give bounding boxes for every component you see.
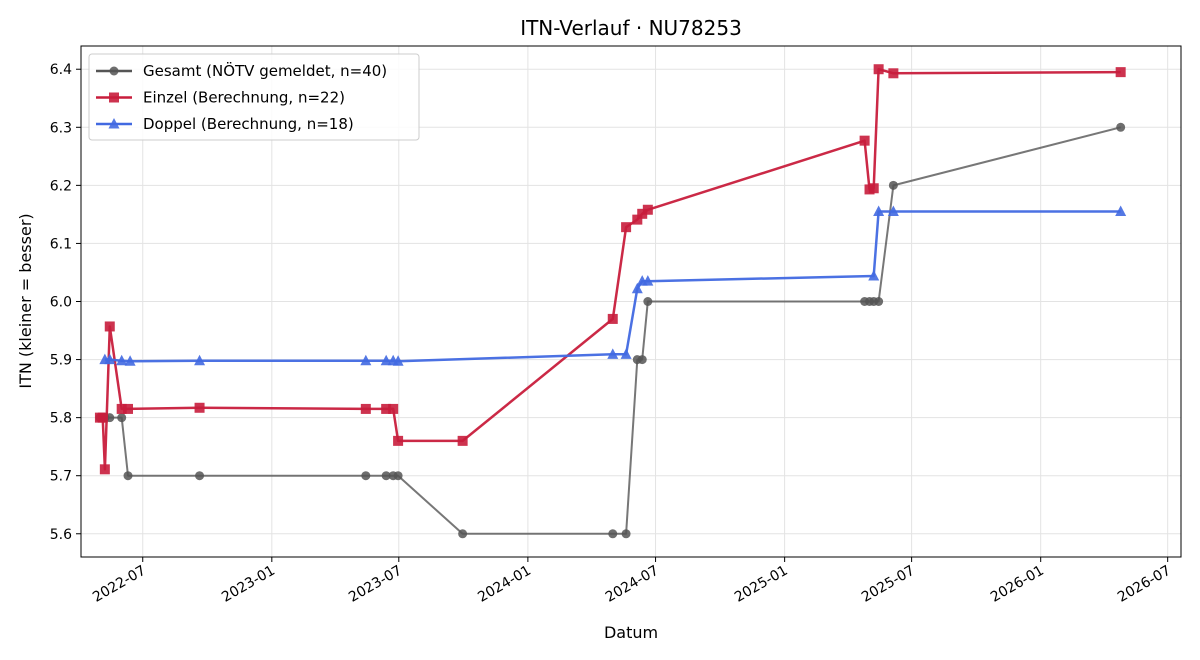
data-point: [360, 403, 371, 414]
data-point: [124, 355, 136, 366]
x-tick-label: 2026-07: [1115, 563, 1174, 606]
data-point: [620, 348, 632, 359]
data-point: [888, 180, 898, 190]
data-point: [104, 353, 116, 365]
data-point: [631, 282, 643, 294]
data-point: [873, 64, 884, 75]
data-point: [99, 464, 110, 475]
data-point: [608, 529, 618, 539]
data-point: [393, 471, 403, 481]
x-tick-label: 2023-07: [346, 563, 405, 606]
data-point: [859, 135, 870, 146]
data-point: [887, 205, 899, 216]
y-tick-label: 5.9: [50, 353, 72, 369]
y-tick-label: 6.0: [50, 295, 72, 311]
data-point: [1115, 67, 1126, 78]
data-point: [392, 355, 404, 366]
legend: Gesamt (NÖTV gemeldet, n=40) Einzel (Bere…: [88, 53, 420, 141]
data-point: [874, 297, 884, 306]
data-point: [642, 275, 654, 286]
y-axis-ticks: 5.6 5.7 5.8 5.9 6.0 6.1 6.2 6.3 6.4: [50, 62, 81, 543]
data-point: [458, 529, 468, 539]
y-tick-label: 6.3: [50, 120, 72, 136]
x-tick-label: 2025-07: [859, 563, 918, 606]
data-point: [380, 354, 392, 366]
data-point: [381, 471, 391, 481]
data-point: [393, 435, 404, 446]
data-point: [643, 297, 653, 306]
data-point: [868, 269, 880, 281]
data-point: [621, 222, 632, 233]
data-point: [123, 471, 133, 481]
y-tick-label: 6.2: [50, 178, 72, 194]
data-point: [607, 348, 619, 359]
series-square: [94, 64, 1126, 475]
legend-label: Doppel (Berechnung, n=18): [143, 115, 354, 133]
y-tick-label: 6.1: [50, 236, 72, 252]
series-triangle: [99, 205, 1127, 366]
data-point: [116, 354, 128, 366]
series-line: [104, 210, 1121, 363]
data-point: [388, 403, 399, 414]
data-point: [1116, 122, 1126, 132]
y-tick-label: 5.7: [50, 469, 72, 485]
data-point: [1115, 205, 1127, 216]
series-layer: [94, 64, 1127, 539]
data-point: [632, 214, 643, 225]
legend-marker: [108, 118, 120, 129]
data-point: [888, 68, 899, 79]
data-point: [194, 354, 206, 366]
x-axis-label: Datum: [604, 623, 658, 642]
data-point: [195, 471, 205, 481]
data-point: [621, 529, 631, 539]
y-axis-label: ITN (kleiner = besser): [16, 213, 35, 388]
legend-box: [88, 53, 420, 141]
data-point: [457, 435, 468, 446]
x-tick-label: 2026-01: [988, 563, 1047, 606]
legend-marker: [109, 92, 119, 103]
series-line: [99, 126, 1121, 535]
x-tick-label: 2024-07: [603, 563, 662, 606]
data-point: [116, 403, 127, 414]
data-point: [868, 183, 879, 194]
data-point: [637, 355, 647, 365]
legend-marker: [109, 66, 119, 76]
x-tick-label: 2023-01: [219, 563, 278, 606]
data-point: [873, 205, 885, 216]
data-point: [607, 313, 618, 324]
data-point: [360, 354, 372, 366]
legend-label: Einzel (Berechnung, n=22): [143, 89, 345, 107]
data-point: [104, 321, 115, 332]
x-tick-label: 2024-01: [475, 563, 534, 606]
data-point: [97, 412, 108, 423]
y-tick-label: 5.8: [50, 411, 72, 427]
data-point: [123, 403, 134, 414]
data-point: [194, 402, 205, 413]
chart-title: ITN-Verlauf · NU78253: [520, 16, 742, 40]
x-tick-label: 2022-07: [90, 563, 149, 606]
data-point: [637, 208, 648, 219]
data-point: [642, 204, 653, 215]
y-tick-label: 5.6: [50, 527, 72, 543]
data-point: [381, 403, 392, 414]
y-tick-label: 6.4: [50, 62, 72, 78]
data-point: [117, 413, 127, 423]
legend-label: Gesamt (NÖTV gemeldet, n=40): [143, 61, 387, 80]
data-point: [361, 471, 371, 481]
x-tick-label: 2025-01: [732, 563, 791, 606]
x-axis-ticks: 2022-07 2023-01 2023-07 2024-01 2024-07 2025-…: [90, 557, 1174, 606]
